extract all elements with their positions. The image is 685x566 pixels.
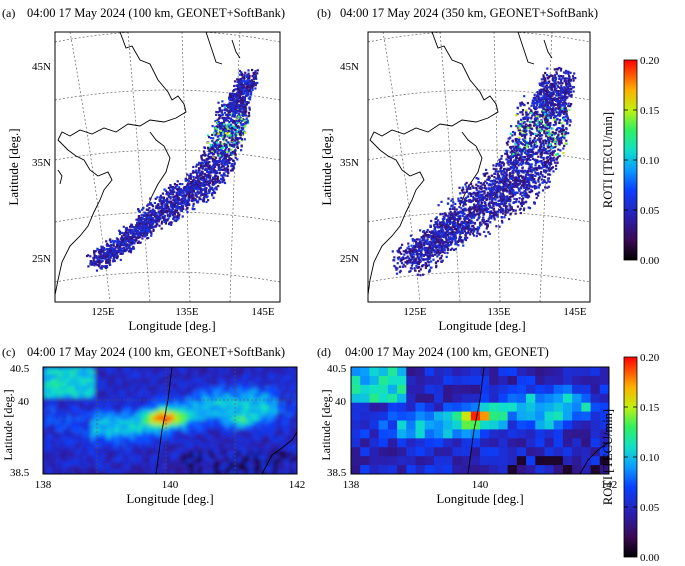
panel-c: (c) 04:00 17 May 2024 (100 km, GEONET+So… xyxy=(1,345,305,506)
xtick-label: 145E xyxy=(251,306,275,318)
colorbar-top: 0.20 0.15 0.10 0.05 0.00 ROTI [TECU/min] xyxy=(601,55,660,267)
colorbar-tick: 0.05 xyxy=(640,205,660,217)
colorbar-tick: 0.10 xyxy=(640,452,660,464)
map-area xyxy=(55,32,280,302)
panel-title: 04:00 17 May 2024 (100 km, GEONET+SoftBa… xyxy=(27,6,285,20)
x-axis-label: Longitude [deg.] xyxy=(438,318,525,333)
colorbar-tick: 0.05 xyxy=(640,502,660,514)
colorbar-label: ROTI [TECU/min] xyxy=(601,112,615,208)
panel-a: (a) 04:00 17 May 2024 (100 km, GEONET+So… xyxy=(2,6,285,333)
heatmap-frame xyxy=(350,366,610,475)
xtick-label: 142 xyxy=(601,479,618,491)
x-axis-label: Longitude [deg.] xyxy=(126,491,213,506)
xtick-label: 142 xyxy=(289,479,306,491)
xtick-label: 125E xyxy=(91,306,115,318)
panel-title: 04:00 17 May 2024 (350 km, GEONET+SoftBa… xyxy=(340,6,598,20)
colorbar-tick: 0.20 xyxy=(640,352,660,364)
panel-title: 04:00 17 May 2024 (100 km, GEONET+SoftBa… xyxy=(27,345,285,359)
map-area xyxy=(368,32,590,302)
y-axis-label: Latitude [deg.] xyxy=(319,128,334,205)
ytick-label: 45N xyxy=(340,61,359,73)
xtick-label: 145E xyxy=(563,306,587,318)
y-axis-label: Latitude [deg.] xyxy=(1,389,15,460)
xtick-label: 140 xyxy=(162,479,179,491)
ytick-label: 40 xyxy=(18,396,30,408)
xtick-label: 140 xyxy=(472,479,489,491)
y-axis-label: Latitude [deg.] xyxy=(319,389,333,460)
xtick-label: 138 xyxy=(35,479,52,491)
ytick-label: 38.5 xyxy=(10,467,30,479)
ytick-label: 40 xyxy=(335,396,347,408)
xtick-label: 135E xyxy=(175,306,199,318)
panel-letter: (a) xyxy=(2,6,15,20)
panel-letter: (c) xyxy=(2,345,15,359)
ytick-label: 40.5 xyxy=(327,363,347,375)
ytick-label: 35N xyxy=(340,157,359,169)
ytick-label: 45N xyxy=(32,61,51,73)
xtick-label: 135E xyxy=(487,306,511,318)
heatmap-area xyxy=(43,367,297,474)
xtick-label: 138 xyxy=(343,479,360,491)
ytick-label: 35N xyxy=(32,157,51,169)
colorbar-tick: 0.15 xyxy=(640,402,660,414)
ytick-label: 25N xyxy=(340,253,359,265)
map-frame xyxy=(54,31,281,303)
colorbar-tick: 0.20 xyxy=(640,55,660,67)
map-frame xyxy=(367,31,591,303)
xtick-label: 125E xyxy=(403,306,427,318)
colorbar-label: ROTI [TECU/min] xyxy=(601,409,615,505)
x-axis-label: Longitude [deg.] xyxy=(128,318,215,333)
x-axis-label: Longitude [deg.] xyxy=(436,491,523,506)
panel-b: (b) 04:00 17 May 2024 (350 km, GEONET+So… xyxy=(317,6,598,333)
ytick-label: 38.5 xyxy=(327,467,347,479)
roti-scatter xyxy=(85,68,259,272)
panel-letter: (b) xyxy=(317,6,331,20)
ytick-label: 25N xyxy=(32,253,51,265)
colorbar-bottom: 0.20 0.15 0.10 0.05 0.00 ROTI [TECU/min] xyxy=(601,352,660,564)
colorbar-tick: 0.00 xyxy=(640,255,660,267)
colorbar-tick: 0.00 xyxy=(640,552,660,564)
panel-letter: (d) xyxy=(317,345,331,359)
colorbar-tick: 0.15 xyxy=(640,105,660,117)
y-axis-label: Latitude [deg.] xyxy=(6,128,21,205)
colorbar-tick: 0.10 xyxy=(640,155,660,167)
roti-heatmap xyxy=(351,367,609,474)
heatmap-frame xyxy=(42,366,298,475)
ytick-label: 40.5 xyxy=(10,363,30,375)
roti-scatter xyxy=(391,66,577,277)
panel-title: 04:00 17 May 2024 (100 km, GEONET) xyxy=(345,345,549,359)
panel-d: (d) 04:00 17 May 2024 (100 km, GEONET) 4… xyxy=(317,345,617,506)
heatmap-area xyxy=(351,367,609,474)
